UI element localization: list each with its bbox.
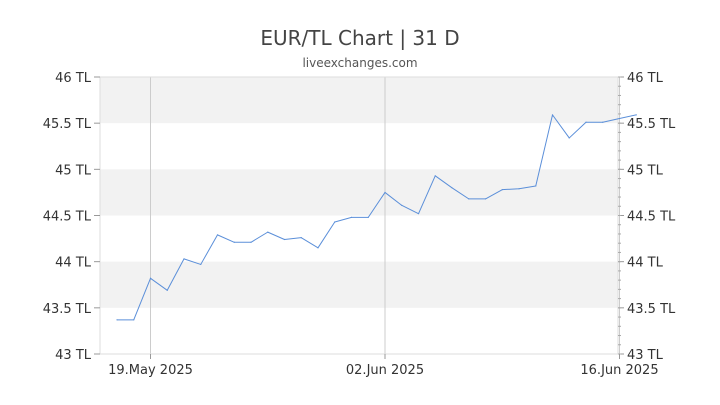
x-axis-labels: 19.May 2025 02.Jun 2025 16.Jun 2025 xyxy=(108,363,658,378)
data-point xyxy=(166,289,168,291)
x-tick-label: 16.Jun 2025 xyxy=(580,363,658,378)
chart-title: EUR/TL Chart | 31 D xyxy=(260,26,460,50)
y-tick-label-left: 44.5 TL xyxy=(43,210,92,225)
y-tick-label-right: 46 TL xyxy=(627,71,664,86)
data-point xyxy=(568,137,570,139)
y-tick-label-left: 46 TL xyxy=(55,71,92,86)
y-tick-label-left: 45.5 TL xyxy=(43,117,92,132)
y-tick-label-right: 43.5 TL xyxy=(627,302,676,317)
y-axis-right-labels: 43 TL 43.5 TL 44 TL 44.5 TL 45 TL 45.5 TL 46 T… xyxy=(627,71,676,363)
data-point xyxy=(334,221,336,223)
data-point xyxy=(116,319,118,321)
series-group xyxy=(116,114,637,321)
data-point xyxy=(451,187,453,189)
grid-band xyxy=(100,77,618,124)
axis-ticks xyxy=(94,76,624,359)
grid-band xyxy=(100,261,618,308)
y-tick-label-right: 45.5 TL xyxy=(627,117,676,132)
data-point xyxy=(350,216,353,218)
y-tick-label-left: 45 TL xyxy=(55,163,92,178)
data-point xyxy=(618,117,621,120)
data-point xyxy=(434,175,436,177)
data-point xyxy=(518,188,520,190)
y-tick-label-right: 44.5 TL xyxy=(627,210,676,225)
data-point xyxy=(635,114,637,116)
data-point xyxy=(283,238,286,241)
data-point xyxy=(484,198,487,200)
data-point xyxy=(535,185,537,187)
x-tick-label: 02.Jun 2025 xyxy=(346,363,424,378)
data-point xyxy=(585,121,587,123)
y-axis-left-labels: 43 TL 43.5 TL 44 TL 44.5 TL 45 TL 45.5 TL 46 T… xyxy=(43,71,92,363)
y-tick-label-left: 44 TL xyxy=(55,256,92,271)
y-tick-label-right: 43 TL xyxy=(627,348,664,363)
data-point xyxy=(317,247,319,249)
grid-band xyxy=(100,169,618,216)
data-point xyxy=(267,231,269,233)
data-point xyxy=(133,319,135,321)
data-point xyxy=(551,114,554,116)
grid-bands xyxy=(100,77,618,308)
data-point xyxy=(602,121,604,123)
data-point xyxy=(501,189,503,191)
data-point xyxy=(417,213,420,215)
y-tick-label-right: 45 TL xyxy=(627,163,664,178)
data-point xyxy=(367,216,369,218)
y-tick-label-left: 43 TL xyxy=(55,348,92,363)
chart-subtitle: liveexchanges.com xyxy=(302,56,418,70)
data-point xyxy=(200,263,202,266)
data-point xyxy=(468,198,470,200)
series-line xyxy=(117,114,637,321)
data-point xyxy=(384,191,386,194)
y-tick-label-right: 44 TL xyxy=(627,256,664,271)
data-point xyxy=(401,204,403,206)
x-tick-label: 19.May 2025 xyxy=(108,363,193,378)
data-point xyxy=(300,237,302,239)
data-point xyxy=(216,234,219,236)
data-point xyxy=(183,258,185,260)
data-point xyxy=(233,241,235,243)
y-tick-label-left: 43.5 TL xyxy=(43,302,92,317)
data-point xyxy=(250,241,252,243)
data-point xyxy=(149,277,152,279)
